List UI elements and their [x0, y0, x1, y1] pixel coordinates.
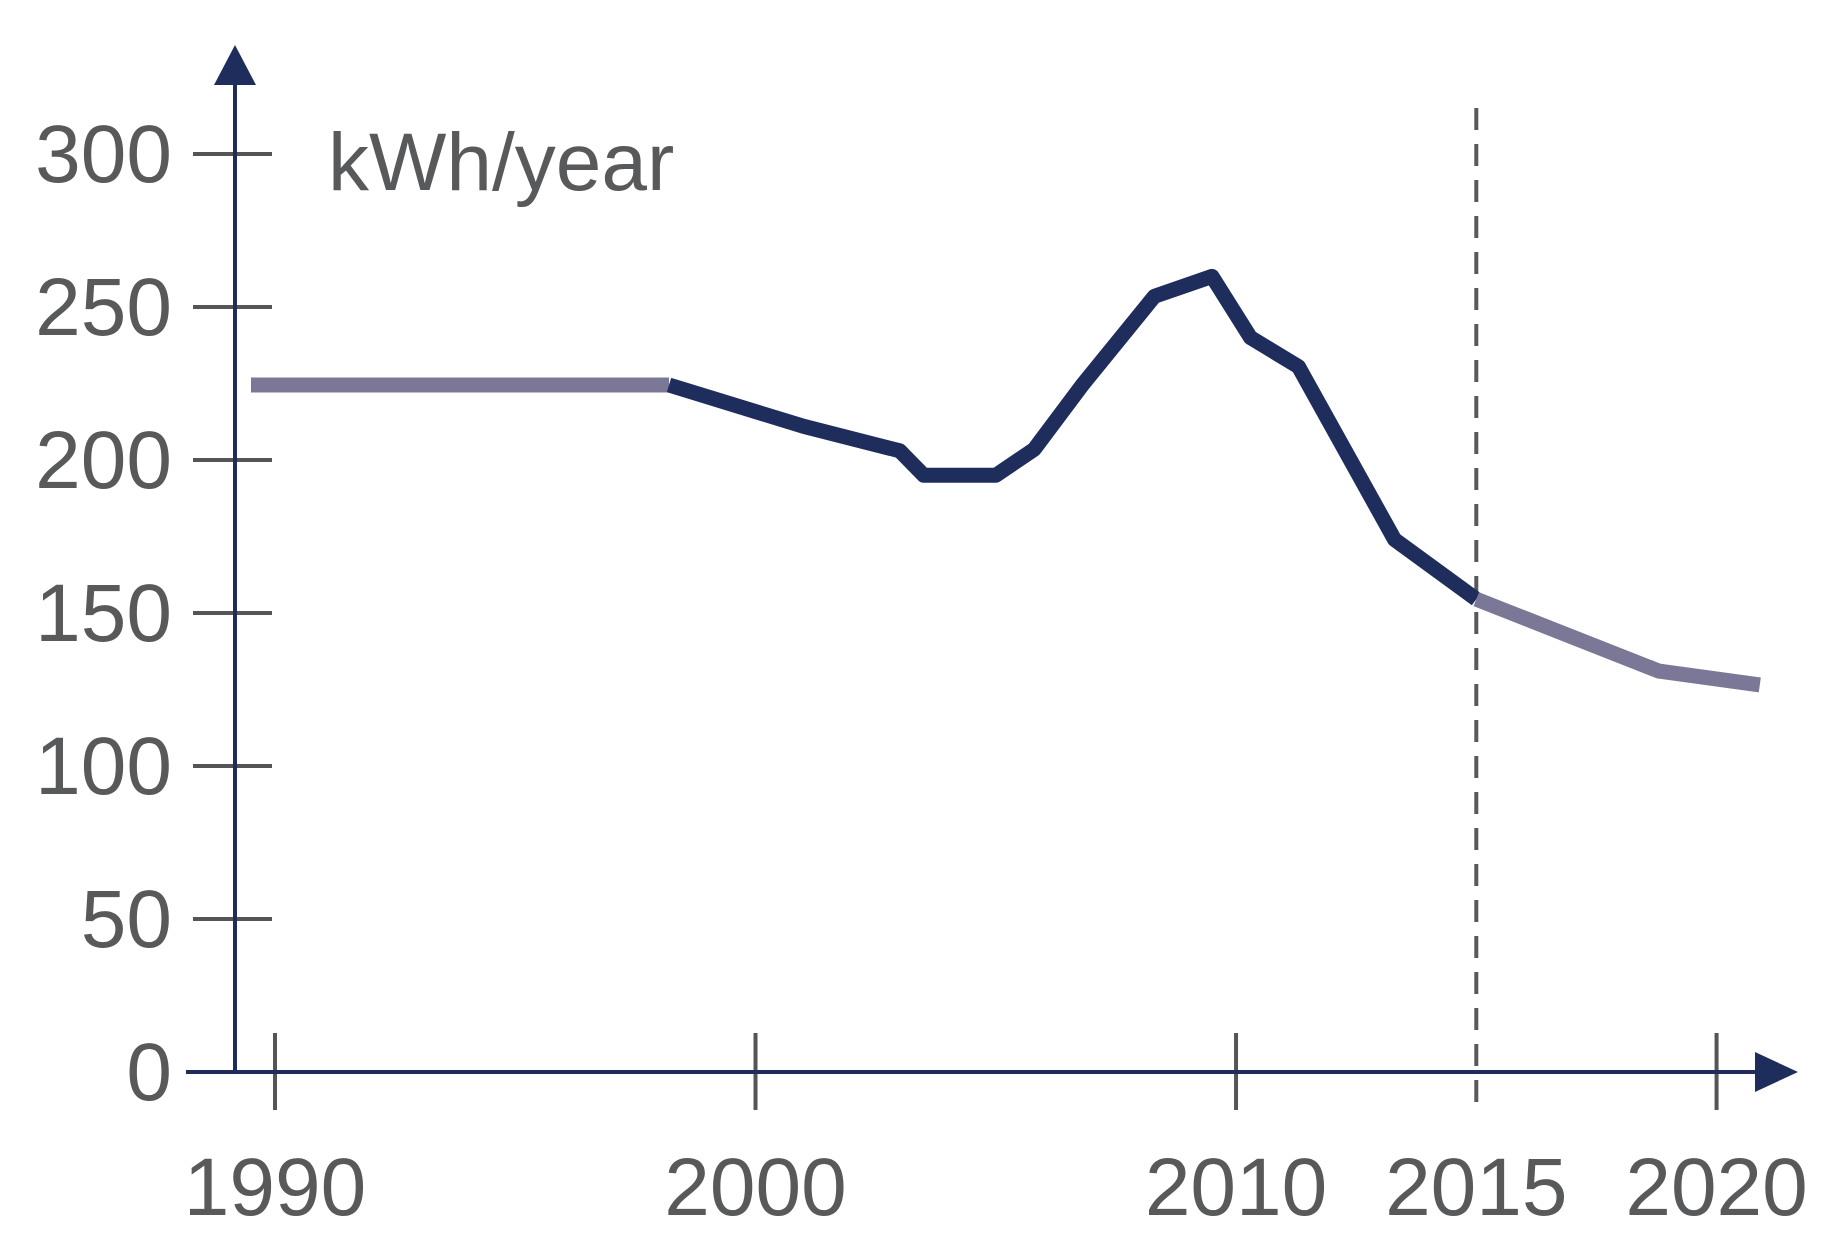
y-axis-ticks [193, 152, 272, 921]
x-axis-arrow [1755, 1052, 1798, 1092]
series-layer [251, 268, 1761, 693]
x-tick-label-2010: 2010 [1145, 1142, 1327, 1233]
y-tick-label-100: 100 [35, 721, 172, 812]
series-projected [1473, 592, 1761, 693]
x-tick-label-2015: 2015 [1385, 1142, 1567, 1233]
tick-labels: 0 50 100 150 200 250 300 1990 2000 2010 2015 2020 [35, 109, 1808, 1233]
series-measured [666, 268, 1481, 606]
y-axis-arrow [214, 45, 256, 85]
y-tick-label-50: 50 [81, 874, 172, 965]
x-tick-label-1990: 1990 [184, 1142, 366, 1233]
x-tick-label-2020: 2020 [1625, 1142, 1807, 1233]
y-tick-label-150: 150 [35, 568, 172, 659]
y-axis-unit-label: kWh/year [328, 117, 674, 208]
y-tick-label-300: 300 [35, 109, 172, 200]
y-tick-label-250: 250 [35, 262, 172, 353]
x-tick-label-2000: 2000 [664, 1142, 846, 1233]
axes [186, 45, 1798, 1092]
y-tick-label-0: 0 [126, 1027, 172, 1118]
y-tick-label-200: 200 [35, 415, 172, 506]
